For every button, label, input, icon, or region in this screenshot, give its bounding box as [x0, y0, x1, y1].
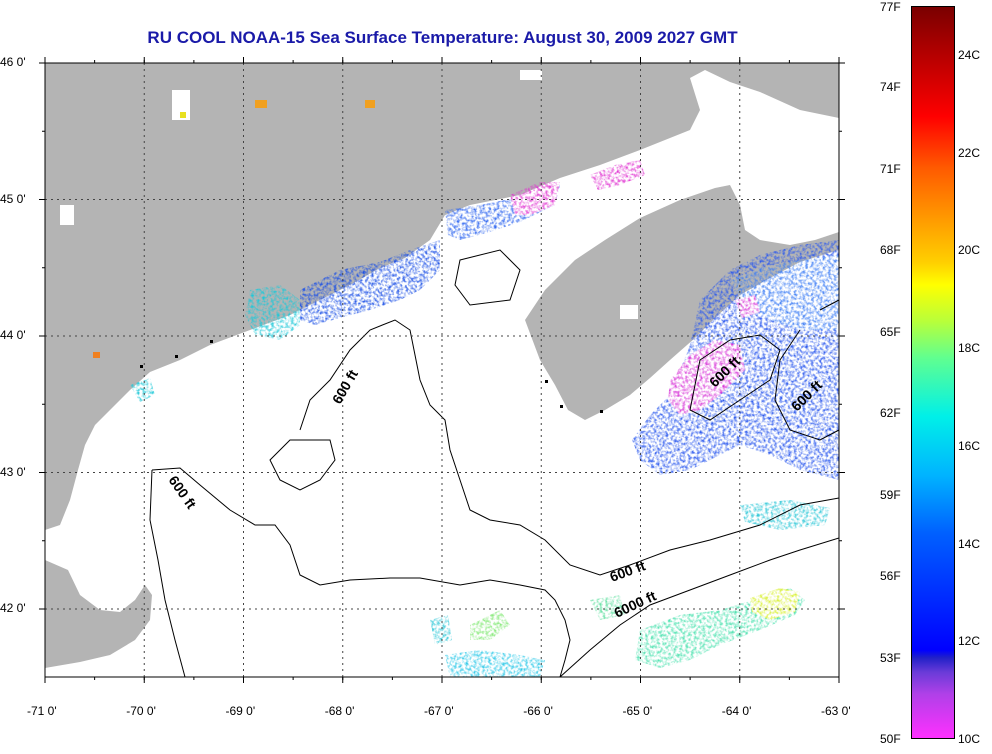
- land-nova-scotia: [525, 185, 839, 420]
- map-title: RU COOL NOAA-15 Sea Surface Temperature:…: [147, 28, 738, 47]
- colorbar-celsius-label: 18C: [958, 341, 981, 356]
- land-mainland: [45, 63, 839, 530]
- lon-tick-label: -69 0': [225, 704, 256, 718]
- lon-tick-label: -71 0': [27, 704, 57, 718]
- colorbar-celsius-label: 16C: [958, 438, 981, 453]
- colorbar-fahrenheit-label: 59F: [880, 487, 901, 502]
- land-cape-cod: [45, 560, 152, 668]
- colorbar-fahrenheit-label: 50F: [880, 732, 901, 746]
- lon-tick-label: -64 0': [721, 704, 752, 718]
- colorbar-fahrenheit-label: 68F: [880, 243, 901, 258]
- lon-tick-label: -63 0': [821, 704, 851, 718]
- lat-tick-label: 44 0': [0, 328, 26, 342]
- colorbar-celsius-label: 24C: [958, 47, 981, 62]
- lat-tick-label: 42 0': [0, 601, 26, 615]
- lon-tick-label: -70 0': [126, 704, 156, 718]
- contour-6000ft: [559, 537, 839, 677]
- colorbar-fahrenheit-label: 53F: [880, 650, 901, 665]
- colorbar-fahrenheit-label: 62F: [880, 406, 901, 421]
- colorbar-celsius-label: 20C: [958, 243, 981, 258]
- colorbar-fahrenheit-label: 74F: [880, 80, 901, 95]
- contour-600ft-west: [151, 467, 571, 677]
- colorbar-celsius-label: 12C: [958, 634, 981, 649]
- colorbar-fahrenheit-label: 56F: [880, 569, 901, 584]
- colorbar-celsius-label: 14C: [958, 536, 981, 551]
- colorbar-celsius-label: 22C: [958, 145, 981, 160]
- lon-tick-label: -67 0': [424, 704, 454, 718]
- colorbar-celsius-label: 10C: [958, 732, 981, 746]
- lat-tick-label: 43 0': [0, 464, 26, 479]
- colorbar-fahrenheit-label: 65F: [880, 324, 901, 339]
- colorbar-fahrenheit-label: 77F: [880, 0, 901, 14]
- lat-tick-label: 46 0': [0, 55, 26, 69]
- lon-tick-label: -66 0': [523, 704, 553, 718]
- colorbar-fahrenheit-label: 71F: [880, 161, 901, 176]
- lon-tick-label: -65 0': [622, 704, 653, 718]
- sst-coastal-blue: [300, 240, 440, 325]
- contour-600ft-gulf: [299, 319, 839, 576]
- lon-tick-label: -68 0': [324, 704, 355, 718]
- temperature-colorbar: [911, 6, 955, 739]
- lat-tick-label: 45 0': [0, 191, 26, 206]
